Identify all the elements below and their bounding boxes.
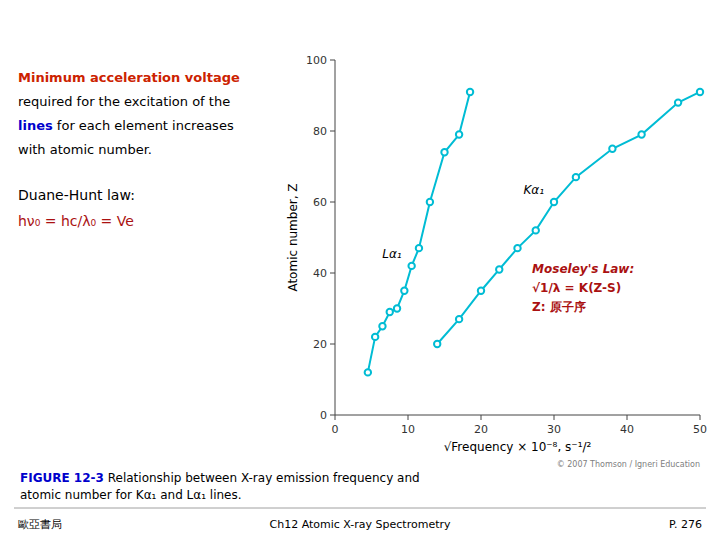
series-point — [416, 245, 422, 251]
y-tick — [330, 60, 335, 61]
annotation: Moseley's Law: — [532, 262, 634, 276]
y-tick-label: 40 — [313, 267, 327, 280]
series-point — [638, 131, 644, 137]
x-tick-label: 30 — [547, 423, 561, 436]
series-point — [365, 369, 371, 375]
text-segment: atomic number for Kα₁ and Lα₁ lines. — [20, 488, 242, 502]
series-point — [408, 263, 414, 269]
chart: 0 10 20 30 40 50 0 20 40 60 80 100 √Frequency × 10⁻⁸… — [0, 0, 720, 540]
x-tick-label: 50 — [693, 423, 707, 436]
footer-text: P. 276 — [669, 518, 702, 531]
annotation: √1/λ = K(Z-S) — [532, 281, 621, 295]
series-point — [533, 227, 539, 233]
text-segment: for each element increases — [53, 118, 234, 133]
series-point — [675, 99, 681, 105]
series-point — [551, 199, 557, 205]
y-tick-label: 100 — [306, 54, 327, 67]
text-segment: Duane-Hunt law: — [18, 187, 135, 203]
series-point — [456, 131, 462, 137]
x-axis-line — [335, 415, 700, 416]
text-segment: FIGURE 12-3 — [20, 471, 104, 485]
y-axis-label: Atomic number, Z — [286, 183, 300, 291]
y-tick — [330, 131, 335, 132]
text-line: lines for each element increases — [18, 118, 234, 133]
series-point — [514, 245, 520, 251]
series-point — [573, 174, 579, 180]
series-point — [387, 309, 393, 315]
x-tick-label: 40 — [620, 423, 634, 436]
annotation: Z: 原子序 — [532, 300, 586, 314]
copyright: © 2007 Thomson / Igneri Education — [557, 460, 700, 469]
text-segment: Relationship between X-ray emission freq… — [104, 471, 420, 485]
series-point — [379, 323, 385, 329]
series-point — [478, 288, 484, 294]
text-segment: lines — [18, 118, 53, 133]
series-point — [434, 341, 440, 347]
series-point — [401, 288, 407, 294]
y-axis-line — [335, 60, 336, 415]
x-tick — [408, 415, 409, 420]
series-point — [456, 316, 462, 322]
y-tick-label: 20 — [313, 338, 327, 351]
series-point — [697, 89, 703, 95]
series-line — [437, 92, 700, 344]
text-segment: hν₀ = hc/λ₀ = Ve — [18, 213, 134, 229]
x-tick — [335, 415, 336, 420]
y-tick-label: 80 — [313, 125, 327, 138]
y-tick-label: 60 — [313, 196, 327, 209]
x-axis-label: √Frequency × 10⁻⁸, s⁻¹/² — [444, 440, 592, 454]
separator — [14, 508, 706, 509]
text-line: Minimum acceleration voltage — [18, 70, 240, 85]
series-line — [368, 92, 470, 372]
series-point — [467, 89, 473, 95]
axes: 0 10 20 30 40 50 0 20 40 60 80 100 — [306, 54, 707, 436]
y-tick-label: 0 — [320, 409, 327, 422]
footer-text: 歐亞書局 — [18, 518, 62, 531]
text-line: atomic number for Kα₁ and Lα₁ lines. — [20, 488, 242, 502]
series-label: Kα₁ — [523, 183, 544, 197]
x-tick — [481, 415, 482, 420]
x-tick — [627, 415, 628, 420]
text-segment: required for the excitation of the — [18, 94, 230, 109]
text-segment: Minimum acceleration voltage — [18, 70, 240, 85]
x-tick-label: 10 — [401, 423, 415, 436]
x-tick — [554, 415, 555, 420]
series-point — [372, 334, 378, 340]
y-tick — [330, 202, 335, 203]
y-tick — [330, 344, 335, 345]
text-segment: with atomic number. — [18, 142, 152, 157]
footer-text: Ch12 Atomic X-ray Spectrometry — [270, 518, 451, 531]
plot-data — [365, 89, 704, 376]
series-point — [496, 266, 502, 272]
series-point — [609, 146, 615, 152]
page: 0 10 20 30 40 50 0 20 40 60 80 100 √Frequency × 10⁻⁸… — [0, 0, 720, 540]
series-point — [427, 199, 433, 205]
y-tick — [330, 415, 335, 416]
series-label: Lα₁ — [382, 247, 402, 261]
text-line: Duane-Hunt law: — [18, 187, 135, 203]
x-tick-label: 0 — [332, 423, 339, 436]
text-line: with atomic number. — [18, 142, 152, 157]
text-line: hν₀ = hc/λ₀ = Ve — [18, 213, 134, 229]
text-line: FIGURE 12-3 Relationship between X-ray e… — [20, 471, 420, 485]
y-tick — [330, 273, 335, 274]
series-point — [394, 305, 400, 311]
x-tick-label: 20 — [474, 423, 488, 436]
series-point — [441, 149, 447, 155]
text-line: required for the excitation of the — [18, 94, 230, 109]
x-tick — [700, 415, 701, 420]
